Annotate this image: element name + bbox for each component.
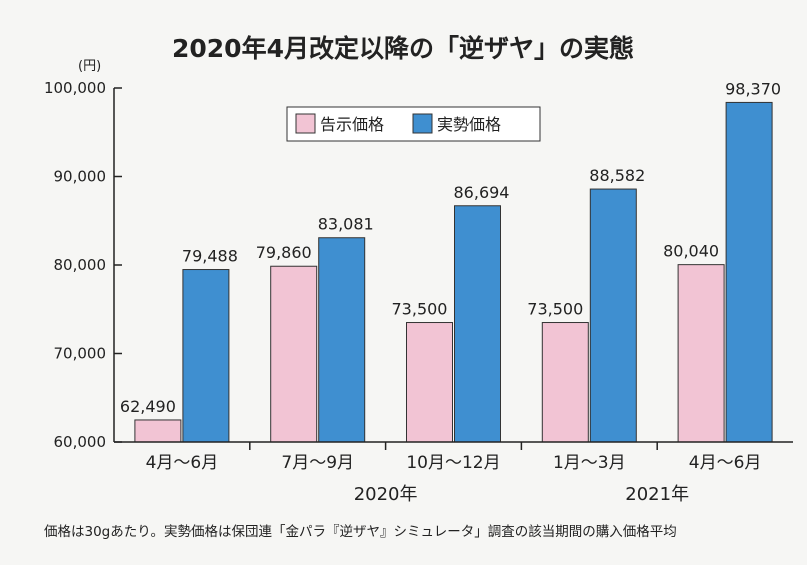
year-group-label: 2021年 bbox=[625, 484, 689, 505]
footnote: 価格は30gあたり。実勢価格は保団連「金パラ『逆ザヤ』シミュレータ」調査の該当期… bbox=[44, 524, 677, 540]
data-label: 79,860 bbox=[256, 243, 312, 262]
bar-kokuji bbox=[677, 264, 725, 443]
legend-swatch bbox=[412, 113, 433, 134]
data-label: 79,488 bbox=[182, 247, 238, 266]
x-tick-label: 7月～9月 bbox=[281, 453, 354, 473]
year-group-label: 2020年 bbox=[354, 484, 418, 505]
data-label: 88,582 bbox=[589, 166, 645, 185]
legend: 告示価格 実勢価格 bbox=[286, 106, 541, 142]
data-label: 73,500 bbox=[527, 300, 583, 319]
chart-title: 2020年4月改定以降の「逆ザヤ」の実態 bbox=[172, 34, 634, 63]
x-tick-label: 10月～12月 bbox=[406, 453, 500, 473]
bar-jissei bbox=[589, 188, 637, 443]
y-tick-label: 100,000 bbox=[44, 79, 106, 97]
data-label: 98,370 bbox=[725, 79, 781, 98]
x-tick-label: 4月～6月 bbox=[146, 453, 219, 473]
bar-jissei bbox=[318, 237, 366, 443]
legend-label: 告示価格 bbox=[320, 115, 384, 134]
bar-kokuji bbox=[406, 322, 453, 443]
bar-jissei bbox=[725, 101, 773, 443]
y-tick-label: 90,000 bbox=[54, 168, 107, 186]
y-axis-unit: (円) bbox=[78, 59, 101, 74]
y-tick-label: 70,000 bbox=[54, 345, 107, 363]
x-tick-label: 4月～6月 bbox=[689, 453, 762, 473]
legend-swatch bbox=[295, 113, 316, 134]
bars-group: 62,490 79,488 79,860 83,081 73,500 86,694 73,5… bbox=[120, 79, 781, 443]
bar-jissei bbox=[182, 269, 230, 443]
bar-jissei bbox=[454, 205, 501, 443]
data-label: 80,040 bbox=[663, 242, 719, 261]
data-label: 62,490 bbox=[120, 397, 176, 416]
data-label: 73,500 bbox=[392, 300, 448, 319]
y-tick-label: 80,000 bbox=[54, 256, 107, 274]
bar-kokuji bbox=[541, 322, 589, 443]
x-tick-label: 1月～3月 bbox=[553, 453, 626, 473]
bar-kokuji bbox=[134, 419, 182, 443]
data-label: 86,694 bbox=[454, 183, 510, 202]
y-axis: 60,000 70,000 80,000 90,000 100,000 bbox=[44, 79, 122, 451]
legend-label: 実勢価格 bbox=[437, 115, 501, 134]
data-label: 83,081 bbox=[318, 215, 374, 234]
x-axis: 4月～6月 7月～9月 10月～12月 1月～3月 4月～6月 2020年 2021年 bbox=[114, 441, 793, 505]
bar-kokuji bbox=[270, 265, 318, 443]
y-tick-label: 60,000 bbox=[54, 433, 107, 451]
